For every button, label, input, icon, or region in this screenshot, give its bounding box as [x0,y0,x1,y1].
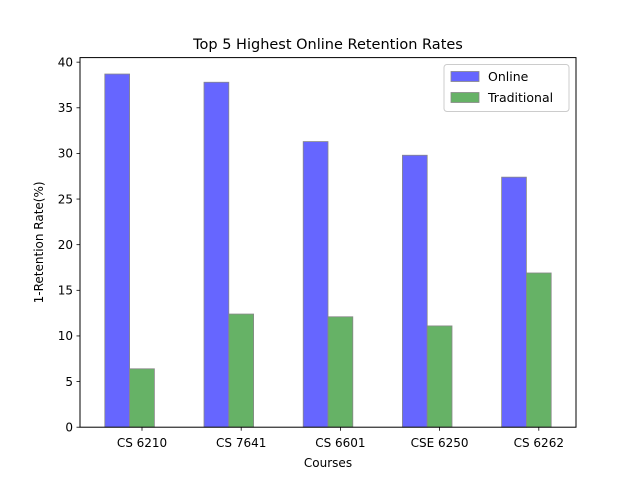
y-tick-label: 35 [58,101,73,115]
bar-online-3 [401,154,428,428]
bar-online-0 [104,73,131,428]
bar-online-4 [501,176,527,428]
legend-label-traditional: Traditional [487,90,553,105]
y-axis-label: 1-Retention Rate(%) [32,181,46,303]
bar-online-2 [302,141,329,428]
bar-traditional-4 [526,272,552,428]
y-tick-label: 30 [58,147,73,161]
legend-swatch-online [450,71,480,82]
x-tick-label: CS 6601 [315,436,365,450]
bar-traditional-2 [327,316,354,428]
x-tick-label: CS 6262 [514,436,564,450]
y-tick-label: 15 [58,284,73,298]
y-axis-ticks: 0 5 10 15 20 25 30 35 40 [58,55,80,435]
legend: Online Traditional [443,64,570,112]
y-tick-label: 20 [58,238,73,252]
plot-frame [79,57,577,428]
legend-swatch-traditional [450,92,480,103]
x-axis-label: Courses [304,456,352,470]
chart-title: Top 5 Highest Online Retention Rates [192,37,463,53]
x-tick-label: CS 6210 [117,436,167,450]
x-tick-label: CSE 6250 [411,436,469,450]
y-tick-label: 25 [58,192,73,206]
legend-label-online: Online [488,69,529,84]
y-tick-label: 0 [65,421,73,435]
x-tick-label: CS 7641 [216,436,266,450]
bar-traditional-0 [129,368,155,428]
bar-traditional-1 [228,313,255,428]
bar-online-1 [203,81,230,428]
y-tick-label: 10 [58,329,73,343]
x-axis-ticks: CS 6210 CS 7641 CS 6601 CSE 6250 CS 6262 [117,427,564,450]
y-tick-label: 40 [58,55,73,69]
bar-traditional-3 [426,325,453,428]
y-tick-label: 5 [65,375,73,389]
bars-group [104,73,552,428]
